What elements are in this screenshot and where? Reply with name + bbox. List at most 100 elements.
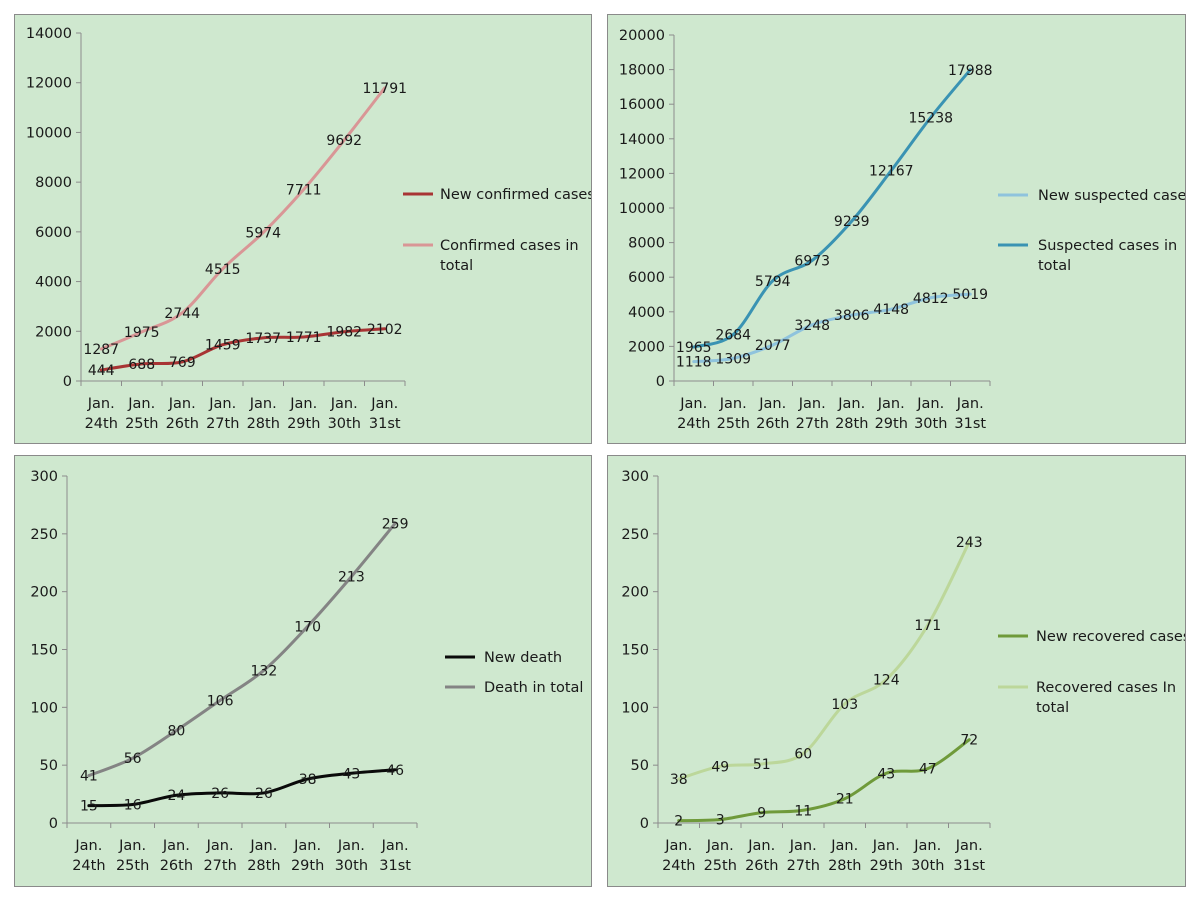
data-label: 769 (169, 355, 196, 371)
y-tick-label: 18000 (619, 63, 665, 79)
y-tick-label: 16000 (619, 97, 665, 113)
legend-label: New recovered cases (1036, 629, 1186, 645)
y-tick-label: 250 (621, 527, 649, 543)
data-label: 38 (670, 772, 688, 788)
data-label: 56 (124, 751, 142, 767)
series-line-new (677, 738, 971, 823)
x-tick-label: Jan. 25th (125, 396, 158, 432)
y-tick-label: 12000 (619, 166, 665, 182)
y-tick-label: 100 (621, 700, 649, 716)
x-tick-label: Jan. 29th (287, 396, 320, 432)
x-tick-label: Jan. 27th (787, 838, 820, 874)
data-label: 1771 (286, 330, 322, 346)
data-label: 4515 (205, 262, 241, 278)
data-label: 3 (716, 813, 725, 829)
data-label: 132 (251, 663, 278, 679)
data-label: 213 (338, 570, 365, 586)
y-tick-label: 8000 (35, 175, 72, 191)
y-tick-label: 100 (30, 700, 58, 716)
data-label: 26 (255, 786, 273, 802)
data-label: 46 (386, 763, 404, 779)
legend-label: Death in total (484, 680, 583, 696)
y-tick-label: 14000 (619, 132, 665, 148)
series-line-new (99, 327, 387, 372)
y-tick-label: 20000 (619, 28, 665, 44)
x-tick-label: Jan. 25th (704, 838, 737, 874)
data-label: 5974 (245, 226, 281, 242)
data-label: 16 (124, 797, 142, 813)
y-tick-label: 8000 (628, 236, 665, 252)
x-tick-label: Jan. 31st (953, 838, 985, 874)
x-tick-label: Jan. 26th (160, 838, 193, 874)
data-label: 688 (128, 357, 155, 373)
chart-svg: 0 2000 4000 6000 8000 10000 12000 14000 16000 180… (619, 28, 1186, 432)
y-tick-label: 0 (640, 816, 649, 832)
legend-label: Suspected cases in total (1038, 238, 1177, 274)
data-label: 1965 (676, 340, 712, 356)
data-label: 1118 (676, 355, 712, 371)
y-tick-label: 150 (621, 643, 649, 659)
series-line-total (87, 521, 397, 778)
series-line-new (87, 768, 397, 808)
data-label: 51 (753, 757, 771, 773)
y-tick-label: 0 (49, 816, 58, 832)
data-label: 1309 (715, 351, 751, 367)
y-tick-label: 6000 (35, 225, 72, 241)
data-label: 15238 (908, 110, 953, 126)
data-label: 26 (211, 786, 229, 802)
data-label: 43 (342, 766, 360, 782)
data-label: 2 (674, 814, 683, 830)
y-tick-label: 10000 (26, 125, 72, 141)
x-tick-label: Jan. 28th (828, 838, 861, 874)
x-tick-label: Jan. 24th (677, 396, 710, 432)
x-tick-label: Jan. 27th (206, 396, 239, 432)
legend-label: New confirmed cases (440, 187, 592, 203)
y-tick-label: 50 (631, 758, 649, 774)
data-label: 38 (299, 772, 317, 788)
data-label: 2744 (164, 306, 200, 322)
y-tick-label: 300 (30, 469, 58, 485)
x-tick-label: Jan. 28th (247, 838, 280, 874)
x-tick-label: Jan. 28th (247, 396, 280, 432)
x-tick-label: Jan. 28th (835, 396, 868, 432)
data-label: 4812 (913, 291, 949, 307)
x-tick-label: Jan. 24th (662, 838, 695, 874)
data-label: 243 (956, 535, 983, 551)
legend-label: Confirmed cases in total (440, 238, 579, 274)
x-tick-label: Jan. 27th (796, 396, 829, 432)
y-tick-label: 50 (40, 758, 58, 774)
y-tick-label: 200 (621, 585, 649, 601)
data-label: 49 (711, 759, 729, 775)
y-tick-label: 4000 (628, 305, 665, 321)
data-label: 11 (794, 803, 812, 819)
x-tick-label: Jan. 30th (328, 396, 361, 432)
x-tick-label: Jan. 29th (291, 838, 324, 874)
y-tick-label: 2000 (35, 324, 72, 340)
data-label: 9239 (834, 214, 870, 230)
y-tick-label: 4000 (35, 275, 72, 291)
x-tick-label: Jan. 30th (914, 396, 947, 432)
data-label: 6973 (794, 253, 830, 269)
data-label: 72 (960, 733, 978, 749)
x-tick-label: Jan. 26th (756, 396, 789, 432)
data-label: 2684 (715, 328, 751, 344)
y-tick-label: 150 (30, 643, 58, 659)
data-label: 12167 (869, 164, 914, 180)
series-line-total (677, 540, 971, 781)
data-label: 60 (794, 747, 812, 763)
series-line-total (692, 68, 972, 349)
data-label: 259 (382, 516, 409, 532)
legend-label: New suspected cases (1038, 188, 1186, 204)
data-label: 3248 (794, 318, 830, 334)
legend-label: New death (484, 650, 562, 666)
data-label: 4148 (873, 302, 909, 318)
x-tick-label: Jan. 25th (116, 838, 149, 874)
data-label: 11791 (362, 81, 407, 97)
death-chart: 0 50 100 150 200 250 300 Jan. 24th Jan. 25th Jan. 26… (14, 455, 592, 887)
x-tick-label: Jan. 31st (379, 838, 411, 874)
x-tick-label: Jan. 26th (166, 396, 199, 432)
suspected-cases-chart: 0 2000 4000 6000 8000 10000 12000 14000 16000 180… (607, 14, 1186, 444)
data-label: 7711 (286, 182, 322, 198)
